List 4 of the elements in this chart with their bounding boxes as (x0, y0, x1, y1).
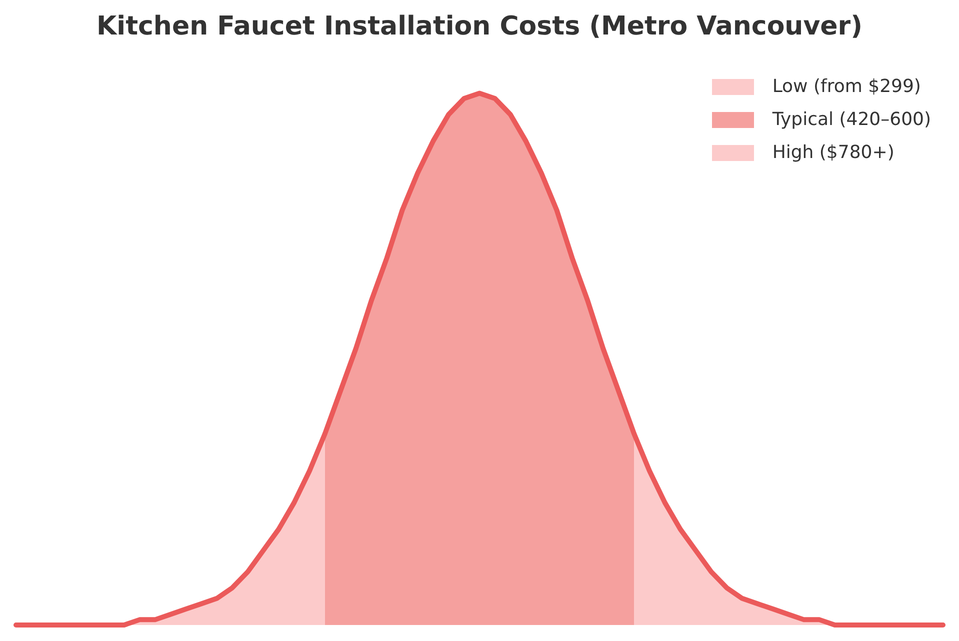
legend-label: Low (from $299) (772, 76, 921, 97)
chart-title: Kitchen Faucet Installation Costs (Metro Vancouver) (96, 11, 862, 42)
legend-label: Typical (420–600) (772, 109, 931, 130)
legend-label: High ($780+) (772, 142, 894, 163)
